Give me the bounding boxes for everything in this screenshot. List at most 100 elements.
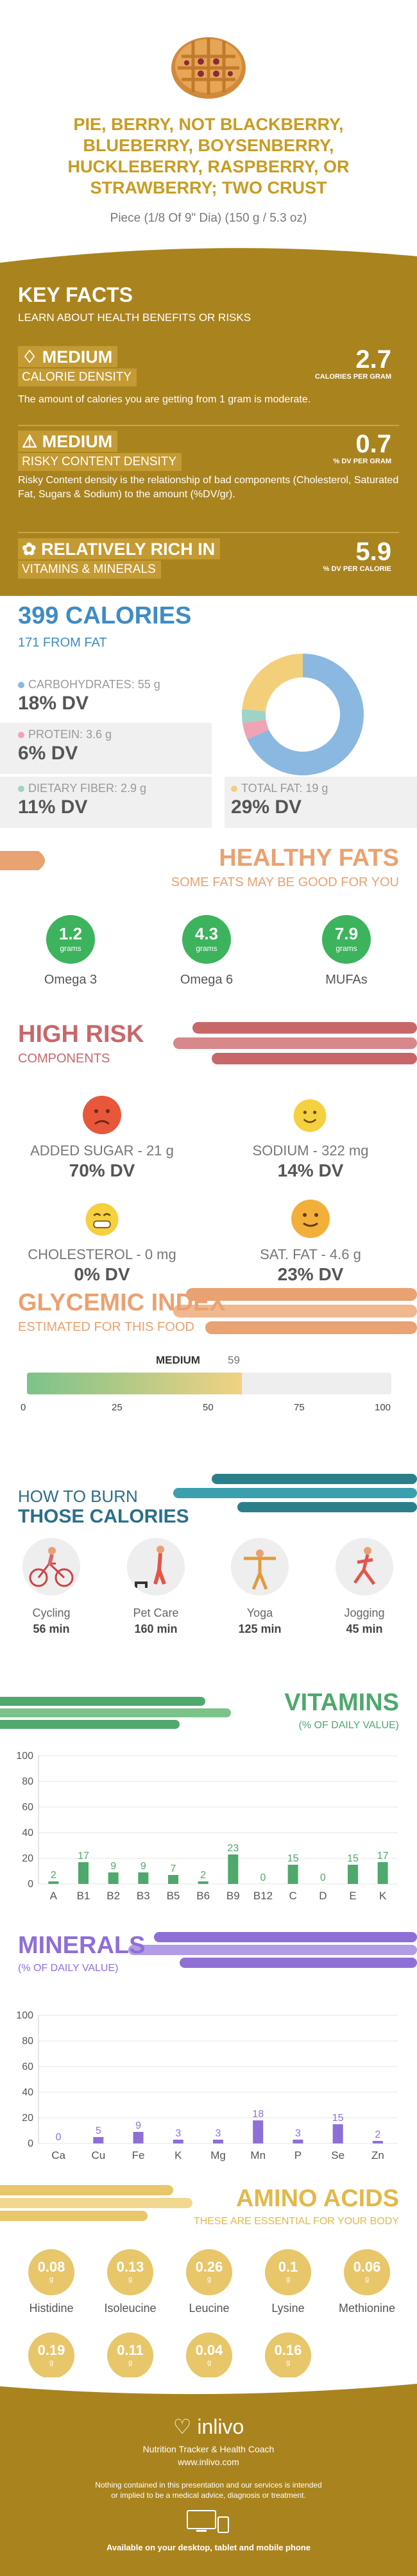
footer-disclaimer: Nothing contained in this presentation a… — [95, 2481, 322, 2500]
glycemic-value: 59 — [228, 1354, 240, 1366]
glycemic-tick: 0 — [21, 1402, 26, 1413]
y-tick-label: 40 — [22, 1828, 33, 1838]
pie-image — [171, 37, 246, 99]
fact-name: CALORIE DENSITY — [18, 368, 137, 386]
fact-unit: % DV PER CALORIE — [323, 565, 391, 573]
risk-label: SODIUM - 322 mg — [252, 1143, 369, 1159]
minerals-bar-chart: 0 20 40 60 80 100 0 Ca 5 Cu 9 Fe 3 K 3 Mg 18 Mn 3 P 15 Se 2 Zn — [16, 2010, 398, 2161]
wave-divider — [0, 2377, 417, 2395]
glycemic-section: GLYCEMIC INDEX ESTIMATED FOR THIS FOOD M… — [0, 1288, 417, 1480]
x-tick-label: B2 — [106, 1890, 120, 1902]
happy-face-icon — [293, 1099, 327, 1132]
bar-value-label: 17 — [377, 1851, 389, 1862]
glycemic-track — [27, 1373, 391, 1394]
bar-K — [377, 1862, 388, 1884]
y-tick-label: 80 — [22, 2036, 33, 2047]
bar-value-label: 15 — [332, 2113, 344, 2124]
jogging-icon — [336, 1538, 393, 1596]
y-tick-label: 0 — [28, 2138, 33, 2149]
bar-B5 — [168, 1875, 178, 1884]
vitamins-title: VITAMINS — [284, 1689, 399, 1716]
amino-bubble: 0.13 g — [107, 2249, 153, 2295]
food-title: PIE, BERRY, NOT BLACKBERRY, BLUEBERRY, B… — [67, 115, 350, 197]
risk-title: HIGH RISK — [18, 1021, 144, 1048]
donut-slice-fat — [242, 654, 303, 711]
activity-minutes: 160 min — [134, 1622, 178, 1635]
color-dot — [18, 732, 24, 738]
activity-cycling: Cycling 56 min — [16, 1538, 87, 1636]
amino-name: Isoleucine — [104, 2302, 157, 2315]
fact-calorie-density: ♢ MEDIUM CALORIE DENSITY 2.7 CALORIES PE… — [18, 346, 403, 407]
bar-value-label: 0 — [260, 1872, 266, 1883]
minerals-title: MINERALS — [18, 1932, 146, 1959]
decor-stripes — [0, 1697, 231, 1729]
brand-logo[interactable]: ♡ inlivo — [173, 2415, 244, 2438]
risk-subtitle: COMPONENTS — [18, 1052, 110, 1066]
dog-walking-icon — [127, 1538, 185, 1596]
amino-bubble: 0.1 g — [265, 2249, 311, 2295]
amino-name: Lysine — [271, 2302, 305, 2315]
bar-value-label: 9 — [135, 2120, 141, 2131]
fact-level: ♢ MEDIUM — [18, 346, 118, 367]
nutrient-carbohydrates: CARBOHYDRATES: 55 g 18% DV — [18, 678, 160, 714]
key-facts-section: KEY FACTS LEARN ABOUT HEALTH BENEFITS OR… — [0, 244, 417, 596]
fats-subtitle: SOME FATS MAY BE GOOD FOR YOU — [171, 875, 399, 889]
amino-name: Methionine — [338, 2302, 396, 2315]
minerals-subtitle: (% OF DAILY VALUE) — [18, 1963, 119, 1974]
x-tick-label: Mn — [250, 2149, 266, 2161]
bar-value-label: 3 — [216, 2128, 221, 2139]
x-tick-label: A — [50, 1890, 58, 1902]
bar-value-label: 17 — [78, 1851, 89, 1862]
x-tick-label: K — [174, 2149, 182, 2161]
bar-B6 — [198, 1881, 208, 1884]
bar-B2 — [108, 1872, 119, 1884]
fact-value: 0.7 — [355, 430, 391, 458]
bar-Se — [332, 2124, 343, 2143]
glycemic-title: GLYCEMIC INDEX — [18, 1289, 226, 1316]
fact-unit: % DV PER GRAM — [333, 458, 391, 465]
fact-name: RISKY CONTENT DENSITY — [18, 453, 182, 471]
x-tick-label: Ca — [51, 2149, 65, 2161]
x-tick-label: D — [319, 1890, 327, 1902]
bar-Mn — [253, 2120, 264, 2143]
calories-title: 399 CALORIES — [18, 602, 192, 629]
fat-bubble-mufas: 7.9 grams — [322, 915, 371, 964]
x-tick-label: B6 — [196, 1890, 210, 1902]
bar-value-label: 23 — [227, 1843, 239, 1854]
fats-title: HEALTHY FATS — [219, 845, 399, 871]
activity-jogging: Jogging 45 min — [329, 1538, 400, 1636]
bar-value-label: 2 — [200, 1870, 206, 1881]
x-tick-label: B1 — [77, 1890, 90, 1902]
x-tick-label: K — [379, 1890, 387, 1902]
portion-size: Piece (1/8 Of 9" Dia) (150 g / 5.3 oz) — [110, 211, 307, 225]
glycemic-tick: 25 — [112, 1402, 123, 1413]
activity-name: Pet Care — [133, 1606, 179, 1619]
activity-minutes: 56 min — [33, 1622, 70, 1635]
bar-B3 — [138, 1872, 149, 1884]
bar-value-label: 3 — [295, 2128, 301, 2139]
bar-B9 — [228, 1854, 239, 1884]
decor-stripes — [0, 2185, 192, 2221]
bar-value-label: 2 — [51, 1870, 56, 1881]
cycling-icon — [22, 1538, 80, 1596]
bar-value-label: 0 — [56, 2132, 62, 2143]
burn-title-line1: HOW TO BURN — [18, 1487, 138, 1506]
healthy-fats-section: HEALTHY FATS SOME FATS MAY BE GOOD FOR Y… — [0, 839, 417, 1012]
footer-available: Available on your desktop, tablet and mo… — [106, 2543, 311, 2552]
sad-face-icon — [83, 1096, 121, 1134]
bar-P — [293, 2140, 303, 2143]
x-tick-label: Zn — [371, 2149, 384, 2161]
devices-icon — [187, 2510, 229, 2533]
color-dot — [231, 786, 237, 792]
glycemic-tick: 75 — [294, 1402, 305, 1413]
fact-level: ⚠ MEDIUM — [18, 431, 118, 452]
activity-name: Yoga — [246, 1606, 273, 1619]
vitamins-subtitle: (% OF DAILY VALUE) — [298, 1720, 399, 1731]
amino-subtitle: THESE ARE ESSENTIAL FOR YOUR BODY — [193, 2216, 399, 2227]
fact-level: ✿ RELATIVELY RICH IN — [18, 538, 221, 559]
activity-name: Cycling — [32, 1606, 71, 1619]
amino-bubble: 0.19 g — [28, 2332, 74, 2379]
footer-url[interactable]: www.inlivo.com — [178, 2457, 239, 2467]
fact-vitamins: ✿ RELATIVELY RICH IN VITAMINS & MINERALS… — [18, 538, 403, 579]
risk-label: ADDED SUGAR - 21 g — [30, 1143, 174, 1159]
